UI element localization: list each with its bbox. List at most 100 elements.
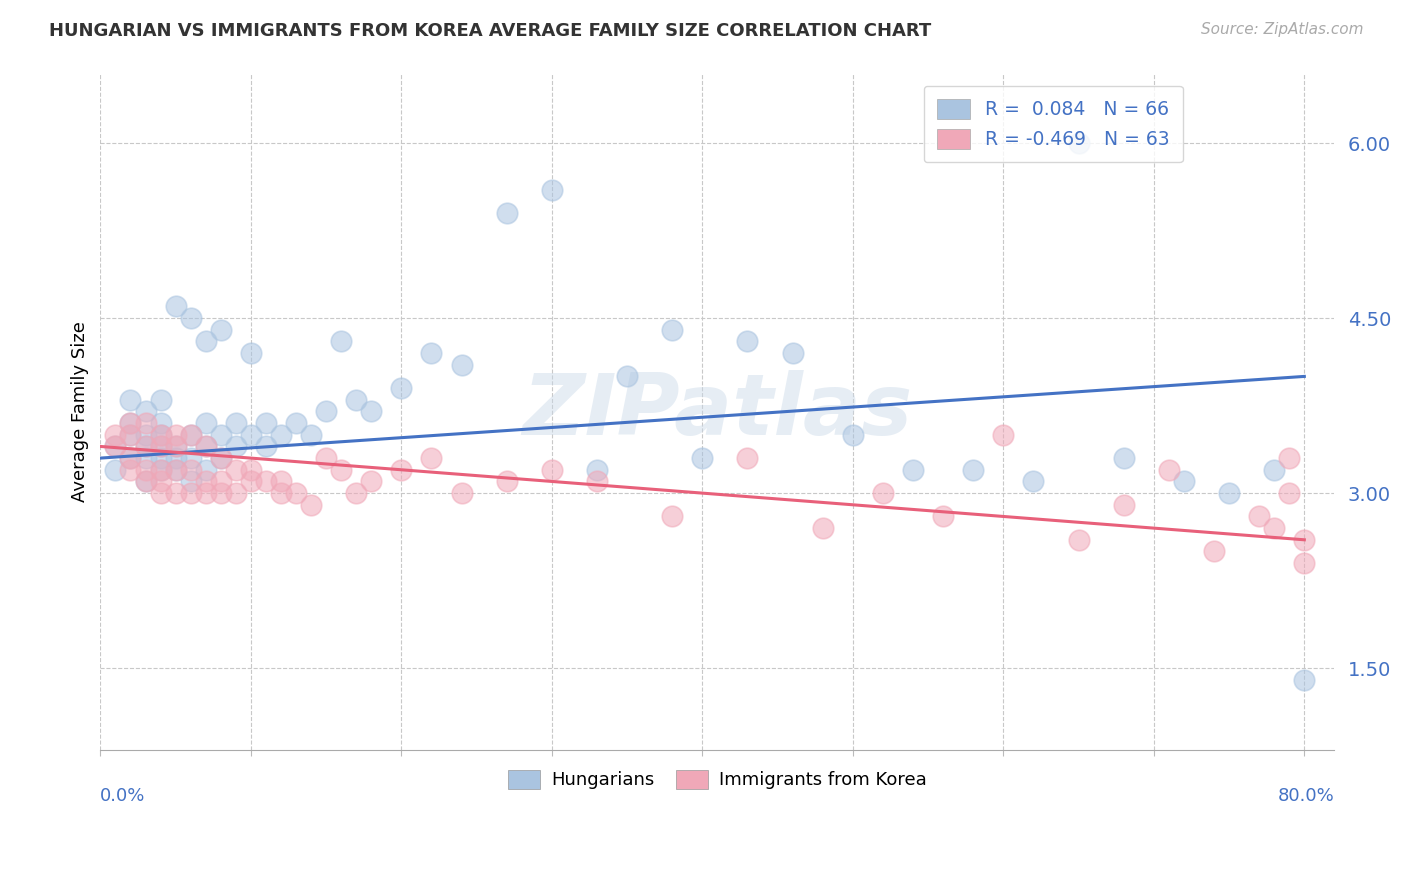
Point	[270, 486, 292, 500]
Point	[149, 463, 172, 477]
Point	[239, 475, 262, 489]
Point	[120, 392, 142, 407]
Point	[149, 475, 172, 489]
Legend: R =  0.084   N = 66, R = -0.469   N = 63: R = 0.084 N = 66, R = -0.469 N = 63	[924, 86, 1182, 162]
Point	[134, 475, 156, 489]
Point	[149, 463, 172, 477]
Point	[661, 323, 683, 337]
Point	[120, 416, 142, 430]
Point	[315, 451, 337, 466]
Point	[1067, 136, 1090, 150]
Point	[165, 299, 187, 313]
Point	[134, 439, 156, 453]
Point	[360, 404, 382, 418]
Point	[209, 451, 232, 466]
Point	[149, 486, 172, 500]
Point	[1278, 451, 1301, 466]
Point	[225, 439, 247, 453]
Point	[692, 451, 714, 466]
Point	[209, 475, 232, 489]
Point	[180, 486, 202, 500]
Point	[165, 439, 187, 453]
Point	[1157, 463, 1180, 477]
Point	[1294, 556, 1316, 570]
Point	[330, 463, 353, 477]
Point	[330, 334, 353, 349]
Point	[165, 486, 187, 500]
Point	[254, 439, 277, 453]
Point	[285, 416, 308, 430]
Point	[993, 427, 1015, 442]
Point	[540, 183, 562, 197]
Point	[1294, 673, 1316, 687]
Point	[239, 463, 262, 477]
Point	[209, 427, 232, 442]
Point	[782, 346, 804, 360]
Point	[209, 451, 232, 466]
Point	[149, 392, 172, 407]
Point	[239, 427, 262, 442]
Point	[180, 463, 202, 477]
Point	[180, 427, 202, 442]
Point	[239, 346, 262, 360]
Point	[194, 416, 217, 430]
Point	[180, 451, 202, 466]
Point	[104, 427, 127, 442]
Point	[270, 475, 292, 489]
Point	[194, 334, 217, 349]
Point	[1278, 486, 1301, 500]
Point	[1112, 451, 1135, 466]
Point	[285, 486, 308, 500]
Point	[360, 475, 382, 489]
Point	[811, 521, 834, 535]
Point	[104, 463, 127, 477]
Point	[842, 427, 865, 442]
Point	[134, 427, 156, 442]
Point	[299, 427, 322, 442]
Point	[194, 475, 217, 489]
Point	[586, 475, 609, 489]
Point	[149, 439, 172, 453]
Point	[450, 358, 472, 372]
Point	[495, 475, 517, 489]
Point	[165, 451, 187, 466]
Point	[1263, 463, 1285, 477]
Text: ZIPatlas: ZIPatlas	[522, 370, 912, 453]
Point	[932, 509, 955, 524]
Point	[344, 486, 367, 500]
Point	[299, 498, 322, 512]
Point	[1067, 533, 1090, 547]
Point	[1112, 498, 1135, 512]
Text: 0.0%: 0.0%	[100, 787, 146, 805]
Point	[1202, 544, 1225, 558]
Y-axis label: Average Family Size: Average Family Size	[72, 321, 89, 502]
Point	[120, 451, 142, 466]
Point	[495, 206, 517, 220]
Point	[149, 416, 172, 430]
Point	[1218, 486, 1240, 500]
Point	[1173, 475, 1195, 489]
Point	[149, 427, 172, 442]
Point	[134, 463, 156, 477]
Point	[1263, 521, 1285, 535]
Point	[120, 416, 142, 430]
Point	[194, 463, 217, 477]
Point	[134, 475, 156, 489]
Point	[134, 416, 156, 430]
Point	[1249, 509, 1271, 524]
Point	[1022, 475, 1045, 489]
Point	[586, 463, 609, 477]
Point	[149, 427, 172, 442]
Point	[1294, 533, 1316, 547]
Point	[420, 451, 443, 466]
Point	[134, 439, 156, 453]
Point	[194, 439, 217, 453]
Point	[120, 427, 142, 442]
Point	[450, 486, 472, 500]
Point	[134, 404, 156, 418]
Point	[104, 439, 127, 453]
Point	[225, 416, 247, 430]
Point	[737, 451, 759, 466]
Point	[420, 346, 443, 360]
Point	[165, 463, 187, 477]
